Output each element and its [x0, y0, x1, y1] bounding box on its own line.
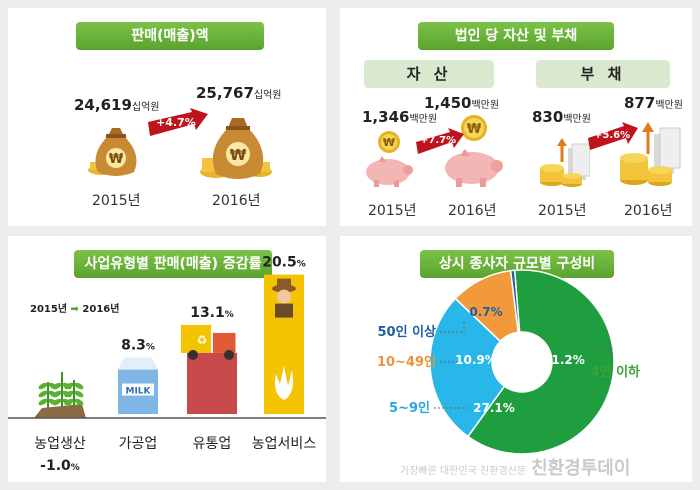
debts-2016-year: 2016년	[624, 203, 673, 219]
svg-text:₩: ₩	[230, 146, 247, 164]
bar-농업서비스	[264, 274, 304, 414]
legend-arrow-icon: ➡	[70, 304, 79, 315]
types-bar-chart: -1.0% 농업생산 MILK 8.3% 가공업 ♻ 13.1% 유통업 20.5% 농업서비스	[8, 255, 326, 474]
bar-value-label: 8.3%	[121, 338, 155, 354]
watermark: 가장빠른 대한민국 친환경신문 친환경투데이	[400, 458, 631, 479]
bar-mark	[187, 352, 237, 414]
composition-donut-chart: 61.2% 27.1% 10.9% 0.7% 4인 이하 5~9인 10~49인 50인 이상	[377, 269, 640, 455]
assets-2015-year: 2015년	[368, 203, 417, 219]
bar-농업생산	[34, 372, 86, 418]
donut-value-label: 10.9%	[455, 353, 497, 367]
svg-text:₩: ₩	[467, 122, 482, 137]
svg-text:₩: ₩	[383, 136, 395, 149]
bar-category-label: 농업생산	[34, 436, 86, 452]
sales-2015-value: 24,619십억원	[74, 96, 160, 114]
sales-growth-label: +4.7%	[156, 116, 196, 129]
bar-value-label: 13.1%	[190, 305, 234, 321]
debts-2015-value: 830백만원	[532, 108, 591, 126]
bar-가공업: MILK	[118, 357, 158, 414]
assets-title: 자 산	[364, 60, 494, 88]
types-title: 사업유형별 판매(매출) 증감률	[74, 250, 272, 278]
coin-stack-icon	[618, 116, 682, 188]
corp-panel: 법인 당 자산 및 부채 자 산 부 채 1,346백만원 1,450백만원 8…	[340, 8, 692, 226]
sales-2016-value: 25,767십억원	[196, 84, 282, 102]
coin-stack-icon	[538, 132, 591, 188]
bar-category-label: 유통업	[193, 436, 232, 452]
corp-title: 법인 당 자산 및 부채	[418, 22, 614, 50]
bar-category-label: 가공업	[119, 436, 158, 452]
piggy-bank-icon: ₩	[442, 112, 506, 188]
donut-value-label: 0.7%	[469, 305, 502, 319]
svg-text:♻: ♻	[197, 333, 208, 347]
debts-growth-label: +5.6%	[594, 130, 631, 141]
bar-mark	[34, 404, 86, 418]
debts-growth-arrow: +5.6%	[586, 122, 638, 154]
assets-2016-value: 1,450백만원	[424, 94, 500, 112]
assets-growth-arrow: +7.7%	[414, 128, 464, 158]
donut-slice-5~9인	[429, 297, 506, 438]
donut-leader-line	[440, 322, 465, 333]
debts-title: 부 채	[536, 60, 670, 88]
bar-category-label: 농업서비스	[252, 436, 317, 452]
money-bag-icon: ₩	[84, 118, 148, 180]
sales-panel: 판매(매출)액 24,619십억원 25,767십억원 ₩ ₩	[8, 8, 326, 226]
donut-value-label: 27.1%	[473, 401, 515, 415]
donut-slice-50인 이상	[509, 269, 521, 334]
types-panel: 사업유형별 판매(매출) 증감률 2015년 ➡ 2016년 -1.0% 농업생산…	[8, 236, 326, 482]
piggy-bank-icon: ₩	[362, 128, 416, 188]
donut-leader-line	[584, 347, 613, 364]
bar-value-label: -1.0%	[40, 458, 80, 474]
bar-유통업: ♻	[181, 324, 237, 414]
types-legend: 2015년 ➡ 2016년	[30, 304, 120, 315]
sales-2015-year: 2015년	[92, 193, 141, 209]
assets-growth-label: +7.7%	[420, 135, 457, 146]
sales-growth-arrow: +4.7%	[146, 108, 208, 142]
bar-value-label: 20.5%	[262, 255, 306, 271]
donut-value-label: 61.2%	[543, 353, 585, 367]
money-bag-icon: ₩	[198, 108, 276, 182]
svg-text:₩: ₩	[109, 152, 124, 167]
donut-slice-4인 이하	[466, 269, 615, 455]
assets-2016-year: 2016년	[448, 203, 497, 219]
debts-2016-value: 877백만원	[624, 94, 683, 112]
donut-category-label: 50인 이상	[378, 324, 437, 340]
sales-title: 판매(매출)액	[76, 22, 264, 50]
svg-text:MILK: MILK	[125, 387, 151, 397]
donut-panel: 상시 종사자 규모별 구성비 61.2% 27.1% 10.9% 0.7% 4인 이하 5…	[340, 236, 692, 482]
assets-2015-value: 1,346백만원	[362, 108, 438, 126]
donut-category-label: 5~9인	[389, 400, 430, 416]
donut-category-label: 10~49인	[377, 354, 436, 370]
donut-category-label: 4인 이하	[591, 364, 640, 380]
sales-2016-year: 2016년	[212, 193, 261, 209]
debts-2015-year: 2015년	[538, 203, 587, 219]
